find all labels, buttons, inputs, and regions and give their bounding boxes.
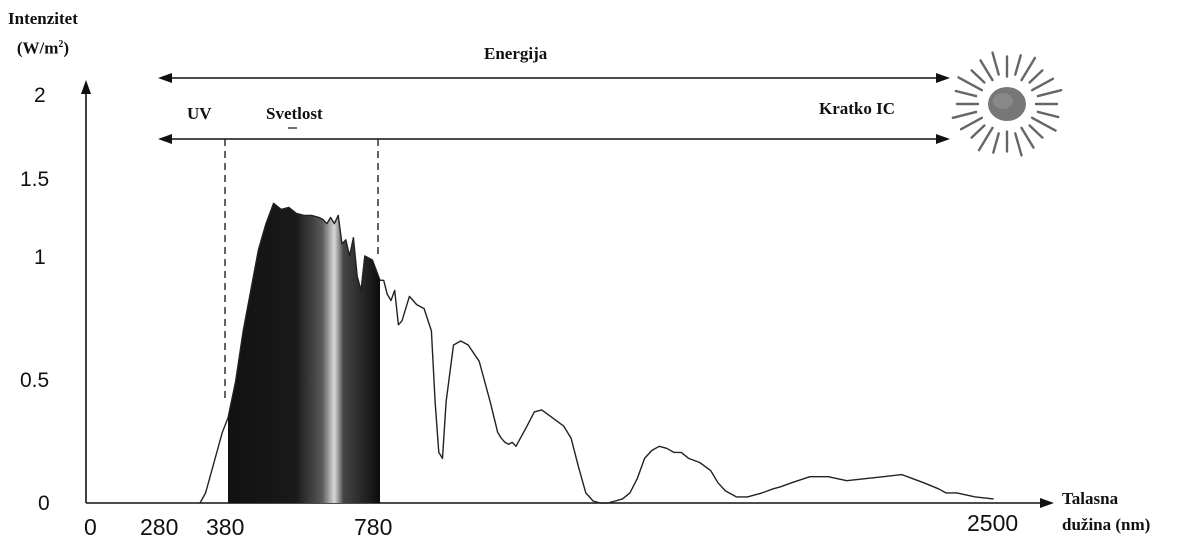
x-tick-label: 780 [354, 514, 393, 540]
energy-arrow-left-head [158, 73, 172, 83]
plot-area [199, 202, 994, 504]
sun-ray [1020, 56, 1037, 82]
x-tick-label: 280 [140, 514, 179, 540]
spectrum-range-left-head [158, 134, 172, 144]
sun-ray [1036, 88, 1063, 98]
y-tick-label: 0.5 [20, 369, 50, 392]
sun-ray [1014, 54, 1022, 76]
sun-ray [979, 59, 994, 82]
y-axis-label-line1: Intenzitet [8, 9, 78, 28]
sun-ray [1036, 110, 1060, 119]
x-tick-label: 380 [206, 514, 245, 540]
sun-ray [1028, 124, 1044, 139]
sun-ray [1028, 69, 1044, 84]
y-tick-label: 1 [34, 246, 46, 269]
y-tick-label: 0 [38, 492, 50, 515]
y-axis-label: Intenzitet (W/m2) [8, 6, 78, 62]
sun-ray [1030, 77, 1055, 92]
visible-light-label: Svetlost [266, 104, 323, 123]
sun-ray [1020, 126, 1035, 149]
uv-label: UV [187, 104, 212, 123]
sun-icon [951, 51, 1063, 157]
axes [81, 80, 1054, 508]
energy-label: Energija [484, 44, 548, 63]
sun-ray [991, 51, 1000, 76]
x-tick-label: 0 [84, 514, 97, 540]
spectrum-line [199, 202, 994, 504]
sun-ray [957, 76, 984, 92]
x-axis-label-line2: dužina (nm) [1062, 515, 1151, 534]
sun-ray [970, 124, 986, 139]
sun-ray [1014, 132, 1023, 157]
spectrum-range-right-head [936, 134, 950, 144]
y-axis-arrowhead [81, 80, 91, 94]
sun-ray [970, 69, 986, 84]
short-ir-label: Kratko IC [819, 99, 896, 118]
visible-band-fill [228, 203, 380, 504]
x-axis-label: Talasna dužina (nm) [1062, 486, 1150, 538]
x-axis-arrowhead [1040, 498, 1054, 508]
sun-disc-highlight [993, 93, 1013, 109]
sun-ray [951, 110, 978, 120]
sun-ray [1030, 116, 1057, 132]
sun-ray [992, 132, 1000, 154]
energy-arrow-right-head [936, 73, 950, 83]
x-axis-label-line1: Talasna [1062, 489, 1119, 508]
sun-ray [959, 116, 984, 131]
sun-ray [954, 89, 978, 98]
y-tick-label: 1.5 [20, 168, 50, 191]
y-tick-label: 2 [34, 84, 46, 107]
y-axis-label-line2: (W/m2) [16, 38, 70, 58]
band-indicators [158, 73, 950, 398]
sun-ray [977, 126, 994, 152]
x-tick-label: 2500 [967, 510, 1019, 536]
